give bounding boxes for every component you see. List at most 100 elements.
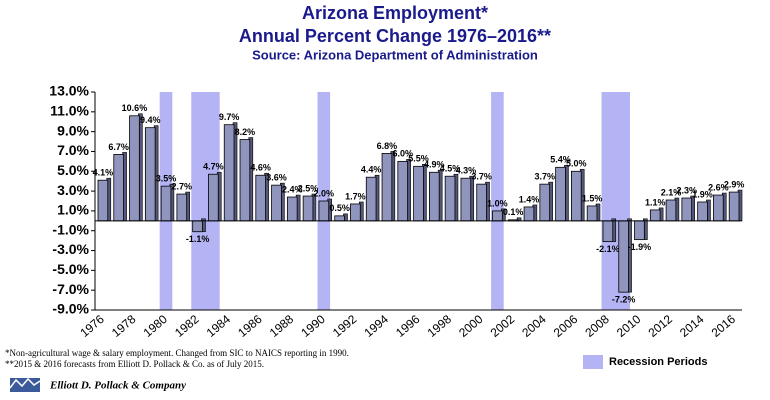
data-label: 2.5% — [298, 183, 319, 193]
data-label: 1.0% — [487, 198, 508, 208]
bar — [492, 210, 503, 222]
data-label: 9.7% — [219, 112, 240, 122]
x-tick-label: 2006 — [551, 312, 581, 340]
data-label: -7.2% — [612, 295, 636, 305]
x-tick-label: 1978 — [109, 312, 139, 340]
x-tick-label: 1984 — [204, 312, 234, 340]
x-tick-label: 2016 — [709, 312, 739, 340]
data-label: 4.4% — [361, 165, 382, 175]
bar — [286, 196, 298, 222]
x-tick-label: 2008 — [582, 312, 612, 340]
data-label: 4.5% — [440, 164, 461, 174]
bar — [160, 185, 172, 222]
chart-subtitle: Annual Percent Change 1976–2016** — [239, 26, 551, 46]
y-tick-label: 13.0% — [49, 83, 89, 99]
data-label: 6.0% — [392, 149, 413, 159]
y-tick-label: 3.0% — [57, 182, 89, 198]
y-tick-label: 1.0% — [57, 202, 89, 218]
x-tick-label: 2012 — [646, 312, 676, 340]
x-tick-label: 1982 — [172, 312, 202, 340]
data-label: 0.5% — [329, 203, 350, 213]
bar — [144, 127, 156, 222]
recession-band — [491, 92, 504, 310]
bar — [381, 153, 393, 222]
y-tick-label: -3.0% — [52, 241, 89, 257]
x-tick-label: 1994 — [361, 312, 391, 340]
data-label: 2.4% — [282, 184, 303, 194]
data-label: 0.1% — [503, 207, 524, 217]
x-tick-label: 2014 — [677, 312, 707, 340]
company-name: Elliott D. Pollack & Company — [49, 380, 186, 392]
data-label: 2.6% — [708, 182, 729, 192]
y-tick-label: -7.0% — [52, 281, 89, 297]
data-label: 2.9% — [724, 179, 745, 189]
bar — [239, 139, 251, 222]
data-label: 1.1% — [645, 197, 666, 207]
bar — [318, 200, 330, 222]
bar — [302, 195, 314, 222]
data-label: 2.3% — [677, 185, 698, 195]
x-tick-label: 1996 — [393, 312, 423, 340]
chart-source: Source: Arizona Department of Administra… — [252, 47, 538, 62]
bar — [176, 193, 188, 222]
bar — [713, 194, 724, 222]
data-label: 5.4% — [550, 155, 571, 165]
legend-swatch — [583, 355, 603, 369]
data-label: 1.4% — [519, 194, 540, 204]
x-tick-label: 1980 — [141, 312, 171, 340]
bar — [208, 173, 219, 222]
data-label: 3.7% — [471, 172, 492, 182]
bar — [444, 175, 456, 222]
bar — [476, 183, 487, 222]
bar — [334, 215, 345, 222]
data-label: 10.6% — [122, 103, 148, 113]
bar — [271, 184, 282, 222]
y-tick-label: -9.0% — [52, 301, 89, 317]
data-label: 9.4% — [140, 115, 161, 125]
bar — [413, 165, 424, 222]
data-label: 5.5% — [408, 154, 429, 164]
data-label: 6.7% — [108, 142, 129, 152]
bar — [586, 205, 598, 222]
x-tick-label: 1986 — [235, 312, 265, 340]
data-label: 4.9% — [424, 160, 445, 170]
bar — [365, 176, 377, 222]
bar — [681, 197, 693, 222]
data-label: 8.2% — [235, 127, 256, 137]
data-label: -1.1% — [186, 234, 210, 244]
data-label: 4.6% — [250, 163, 271, 173]
x-tick-label: 2000 — [456, 312, 486, 340]
bar — [697, 201, 708, 222]
x-tick-label: 1988 — [267, 312, 297, 340]
y-tick-label: 9.0% — [57, 122, 89, 138]
data-label: 3.7% — [534, 172, 555, 182]
bar — [350, 203, 361, 222]
bar — [618, 220, 629, 293]
bar — [113, 154, 124, 222]
bar — [223, 124, 235, 222]
bar — [129, 115, 140, 222]
bar — [728, 191, 740, 222]
x-tick-label: 1990 — [298, 312, 328, 340]
bar — [634, 220, 645, 241]
y-tick-label: 5.0% — [57, 162, 89, 178]
y-tick-label: -1.0% — [52, 221, 89, 237]
x-tick-label: 1998 — [425, 312, 455, 340]
bar — [555, 166, 566, 222]
bar — [571, 170, 582, 222]
bar — [665, 199, 677, 222]
y-tick-label: 7.0% — [57, 142, 89, 158]
x-tick-label: 1992 — [330, 312, 360, 340]
y-tick-label: -5.0% — [52, 261, 89, 277]
data-label: 2.1% — [661, 187, 682, 197]
bar — [97, 179, 109, 222]
legend-label: Recession Periods — [609, 356, 707, 368]
bar — [539, 183, 551, 222]
y-tick-label: 11.0% — [50, 103, 89, 119]
data-label: 1.9% — [692, 189, 713, 199]
data-label: 2.0% — [314, 188, 335, 198]
bar — [602, 220, 614, 243]
data-label: 4.7% — [203, 162, 224, 172]
bar — [460, 177, 472, 222]
